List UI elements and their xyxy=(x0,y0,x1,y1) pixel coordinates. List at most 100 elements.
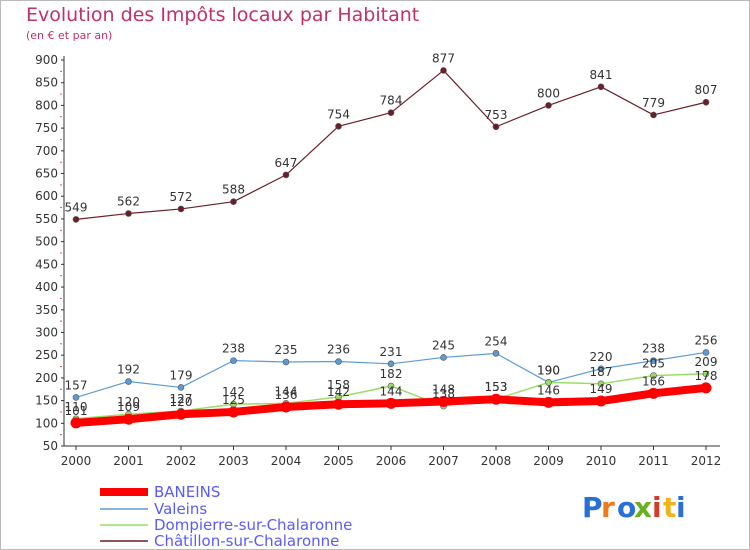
x-tick-label: 2002 xyxy=(166,454,197,468)
y-tick-label: 850 xyxy=(35,76,58,90)
data-label: 238 xyxy=(222,342,245,356)
data-point xyxy=(597,83,605,91)
data-label: 149 xyxy=(590,382,613,396)
legend-label: Châtillon-sur-Chalaronne xyxy=(154,532,339,550)
data-label: 588 xyxy=(222,183,245,197)
data-label: 245 xyxy=(432,338,455,352)
data-label: 231 xyxy=(380,345,403,359)
data-label: 235 xyxy=(275,343,298,357)
x-tick-label: 2003 xyxy=(218,454,249,468)
data-label: 800 xyxy=(537,86,560,100)
data-label: 136 xyxy=(275,388,298,402)
data-point xyxy=(650,357,657,364)
data-point xyxy=(70,417,82,429)
data-label: 127 xyxy=(170,392,193,406)
data-point xyxy=(72,216,80,223)
data-label: 178 xyxy=(695,369,718,383)
data-label: 144 xyxy=(380,384,403,398)
data-point xyxy=(492,123,500,131)
data-label: 138 xyxy=(432,387,455,401)
data-label: 190 xyxy=(537,363,560,377)
data-label: 807 xyxy=(695,83,718,97)
data-label: 142 xyxy=(327,385,350,399)
axes: 50 100 150 200 250 300 350 400 450 500 550 600 650 70… xyxy=(35,53,721,468)
data-point xyxy=(335,123,342,130)
data-label: 166 xyxy=(642,374,665,388)
data-label: 179 xyxy=(170,368,193,382)
chart-title: Evolution des Impôts locaux par Habitant xyxy=(26,4,420,26)
y-tick-label: 150 xyxy=(35,394,58,408)
data-point xyxy=(597,380,605,388)
y-tick-label: 600 xyxy=(35,189,58,203)
data-point xyxy=(440,67,447,74)
y-tick-label: 550 xyxy=(35,212,58,226)
data-point xyxy=(177,384,185,391)
logo-letter: r xyxy=(601,491,615,524)
y-tick-label: 800 xyxy=(35,98,58,112)
logo-letter: P xyxy=(582,491,603,524)
data-point xyxy=(385,397,397,409)
data-label: 562 xyxy=(117,194,140,208)
data-label: 190 xyxy=(537,363,560,377)
y-tick-label: 900 xyxy=(35,53,58,67)
data-label: 146 xyxy=(537,383,560,397)
data-label: 549 xyxy=(65,200,88,214)
x-tick-label: 2000 xyxy=(61,454,92,468)
logo-letter: o xyxy=(617,491,636,524)
data-point xyxy=(125,378,132,385)
data-point xyxy=(123,413,134,425)
y-tick-label: 400 xyxy=(35,280,58,294)
data-label: 158 xyxy=(327,378,350,392)
chart-subtitle: (en € et par an) xyxy=(26,29,113,42)
data-point xyxy=(387,382,395,390)
data-label: 110 xyxy=(65,400,88,414)
data-point xyxy=(595,395,607,407)
y-tick-label: 450 xyxy=(35,257,58,271)
data-point xyxy=(125,210,132,217)
data-label: 125 xyxy=(222,393,245,407)
legend: BANEINSValeinsDompierre-sur-ChalaronneCh… xyxy=(100,483,352,550)
x-tick-label: 2011 xyxy=(638,454,669,468)
data-point xyxy=(543,396,554,408)
data-label: 148 xyxy=(432,382,455,396)
data-label: 153 xyxy=(485,380,508,394)
data-point xyxy=(72,394,80,401)
data-point xyxy=(280,401,292,413)
data-label: 238 xyxy=(642,342,665,356)
data-point xyxy=(175,408,187,420)
data-point xyxy=(333,398,344,410)
data-point xyxy=(438,395,449,407)
data-label: 101 xyxy=(65,404,88,418)
data-label: 236 xyxy=(327,343,350,357)
x-tick-label: 2008 xyxy=(481,454,512,468)
y-tick-label: 250 xyxy=(35,348,58,362)
data-point xyxy=(650,111,657,119)
x-tick-label: 2004 xyxy=(271,454,302,468)
data-label: 109 xyxy=(117,400,140,414)
data-label: 841 xyxy=(590,68,613,82)
legend-label: BANEINS xyxy=(154,483,220,501)
data-point xyxy=(700,382,712,394)
data-point xyxy=(177,205,185,213)
data-point xyxy=(545,379,552,386)
y-tick-label: 100 xyxy=(35,416,58,430)
data-point xyxy=(492,350,500,357)
data-label: 209 xyxy=(695,355,718,369)
x-tick-label: 2001 xyxy=(113,454,144,468)
data-label: 157 xyxy=(65,378,88,392)
data-label: 220 xyxy=(590,350,613,364)
y-tick-label: 500 xyxy=(35,235,58,249)
data-label: 254 xyxy=(485,334,508,348)
data-point xyxy=(387,360,395,368)
data-point xyxy=(230,357,237,364)
x-tick-label: 2007 xyxy=(428,454,459,468)
data-label: 205 xyxy=(642,357,665,371)
x-tick-label: 2012 xyxy=(691,454,722,468)
data-point xyxy=(702,98,710,106)
data-point xyxy=(282,171,290,179)
logo-letter: x xyxy=(634,491,652,524)
data-label: 753 xyxy=(485,108,508,122)
data-point xyxy=(387,109,395,116)
